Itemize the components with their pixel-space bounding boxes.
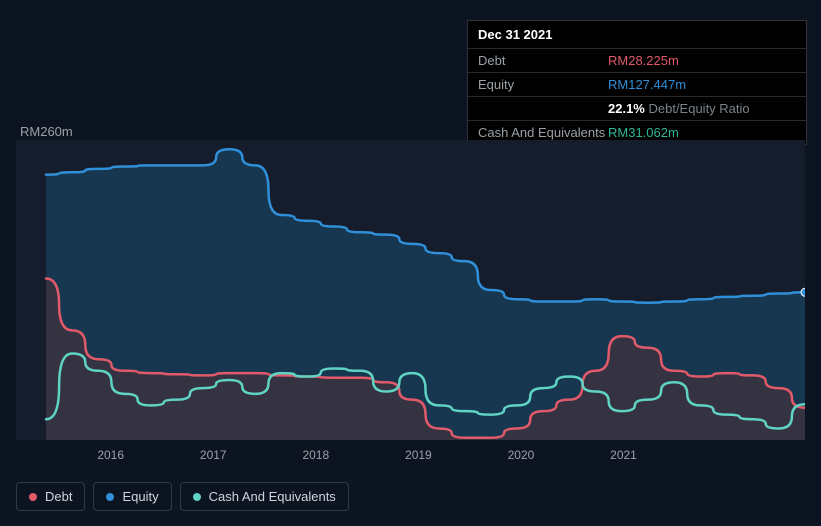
x-axis: 2016 2017 2018 2019 2020 2021 (16, 448, 805, 468)
x-axis-tick: 2016 (97, 448, 124, 462)
tooltip-row-value: RM28.225m (608, 53, 796, 68)
chart-tooltip: Dec 31 2021 DebtRM28.225mEquityRM127.447… (467, 20, 807, 145)
tooltip-row: DebtRM28.225m (468, 48, 806, 72)
tooltip-row-label: Cash And Equivalents (478, 125, 608, 140)
tooltip-row: EquityRM127.447m (468, 72, 806, 96)
tooltip-row-label: Debt (478, 53, 608, 68)
legend-dot-icon (106, 493, 114, 501)
legend-dot-icon (29, 493, 37, 501)
legend-label: Cash And Equivalents (209, 489, 336, 504)
legend-label: Debt (45, 489, 72, 504)
chart-legend: Debt Equity Cash And Equivalents (16, 482, 349, 511)
tooltip-row-value: 22.1% Debt/Equity Ratio (608, 101, 796, 116)
legend-dot-icon (193, 493, 201, 501)
x-axis-tick: 2018 (302, 448, 329, 462)
x-axis-tick: 2020 (508, 448, 535, 462)
legend-label: Equity (122, 489, 158, 504)
tooltip-row-label: Equity (478, 77, 608, 92)
tooltip-row-label (478, 101, 608, 116)
x-axis-tick: 2017 (200, 448, 227, 462)
x-axis-tick: 2019 (405, 448, 432, 462)
legend-item[interactable]: Cash And Equivalents (180, 482, 349, 511)
tooltip-row-value: RM127.447m (608, 77, 796, 92)
legend-item[interactable]: Debt (16, 482, 85, 511)
tooltip-date: Dec 31 2021 (468, 21, 806, 48)
chart-plot-area[interactable] (16, 140, 805, 440)
legend-item[interactable]: Equity (93, 482, 171, 511)
x-axis-tick: 2021 (610, 448, 637, 462)
tooltip-row-value: RM31.062m (608, 125, 796, 140)
y-axis-max-label: RM260m (20, 124, 73, 139)
tooltip-row: 22.1% Debt/Equity Ratio (468, 96, 806, 120)
